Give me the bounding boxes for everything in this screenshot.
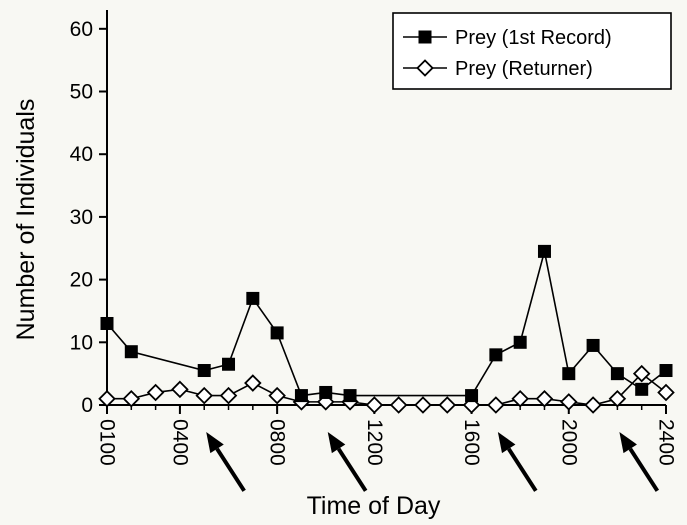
legend-item: Prey (Returner) [403,58,593,80]
y-tick-label: 60 [70,18,93,41]
series-line [107,372,667,406]
y-axis-title: Number of Individuals [12,99,40,341]
arrow-shaft [336,447,368,492]
data-point [584,396,602,414]
data-point [270,326,284,340]
data-point [389,396,408,414]
annotation-arrow [327,432,368,492]
data-point [219,386,238,405]
y-tick-label: 20 [70,269,93,292]
data-point [608,389,627,408]
y-tick-label: 10 [70,331,93,354]
data-point [319,385,333,399]
x-tick-label: 2400 [655,419,678,466]
data-point [562,367,576,381]
arrow-shaft [507,447,538,492]
legend-label: Prey (1st Record) [455,27,612,49]
data-point [98,389,116,408]
arrow-head [206,432,224,454]
data-point [513,335,527,349]
annotation-arrow [206,432,246,492]
legend: Prey (1st Record) Prey (Returner) [392,12,672,90]
data-point [222,357,236,371]
series-first-record [100,244,673,403]
data-point [268,386,286,405]
data-point [659,364,673,378]
arrow-head [619,432,637,454]
data-point [535,389,554,408]
series-line [106,251,667,397]
annotation-layer [206,432,660,492]
data-point [465,389,479,403]
x-tick-label: 0400 [168,419,191,466]
data-point [635,382,649,396]
data-point [343,389,357,403]
data-point [146,383,165,402]
x-tick-label: 0800 [266,419,289,466]
data-point [489,348,503,362]
data-point [244,374,262,392]
data-point [511,389,529,408]
axes: 0 10 20 30 40 50 60 0100 0400 0800 1200 1600 2000 240… [12,10,678,520]
data-point [414,396,432,414]
data-point [365,396,384,414]
data-point [195,386,213,405]
data-point [197,364,211,378]
y-tick-label: 40 [70,143,93,166]
data-point [100,316,114,330]
y-tick-label: 50 [70,81,93,104]
x-axis-title: Time of Day [307,492,441,520]
legend-marker [418,30,432,44]
x-tick-label: 0100 [96,419,119,466]
data-point [294,389,308,403]
data-point [586,338,600,352]
data-point [246,291,260,305]
data-point [171,380,189,399]
data-point [124,345,138,359]
x-tick-label: 2000 [557,419,580,466]
data-point [537,244,551,258]
data-point [632,364,651,383]
legend-item: Prey (1st Record) [403,27,612,49]
legend-label: Prey (Returner) [455,58,593,80]
y-tick-label: 30 [70,206,93,229]
series-layer [98,244,675,414]
data-point [610,367,624,381]
data-point [438,396,457,414]
data-point [560,393,578,411]
arrow-shaft [628,447,660,492]
data-point [657,383,675,402]
data-point [122,389,141,408]
arrow-shaft [215,447,246,492]
arrow-head [497,432,516,454]
x-tick-label: 1200 [363,419,386,466]
annotation-arrow [619,432,660,492]
y-tick-label: 0 [81,394,93,417]
annotation-arrow [497,432,538,492]
x-tick-label: 1600 [460,419,483,466]
data-point [487,396,505,414]
arrow-head [327,432,346,454]
legend-marker [416,59,434,77]
series-returner [98,364,675,414]
legend-box [392,12,672,90]
